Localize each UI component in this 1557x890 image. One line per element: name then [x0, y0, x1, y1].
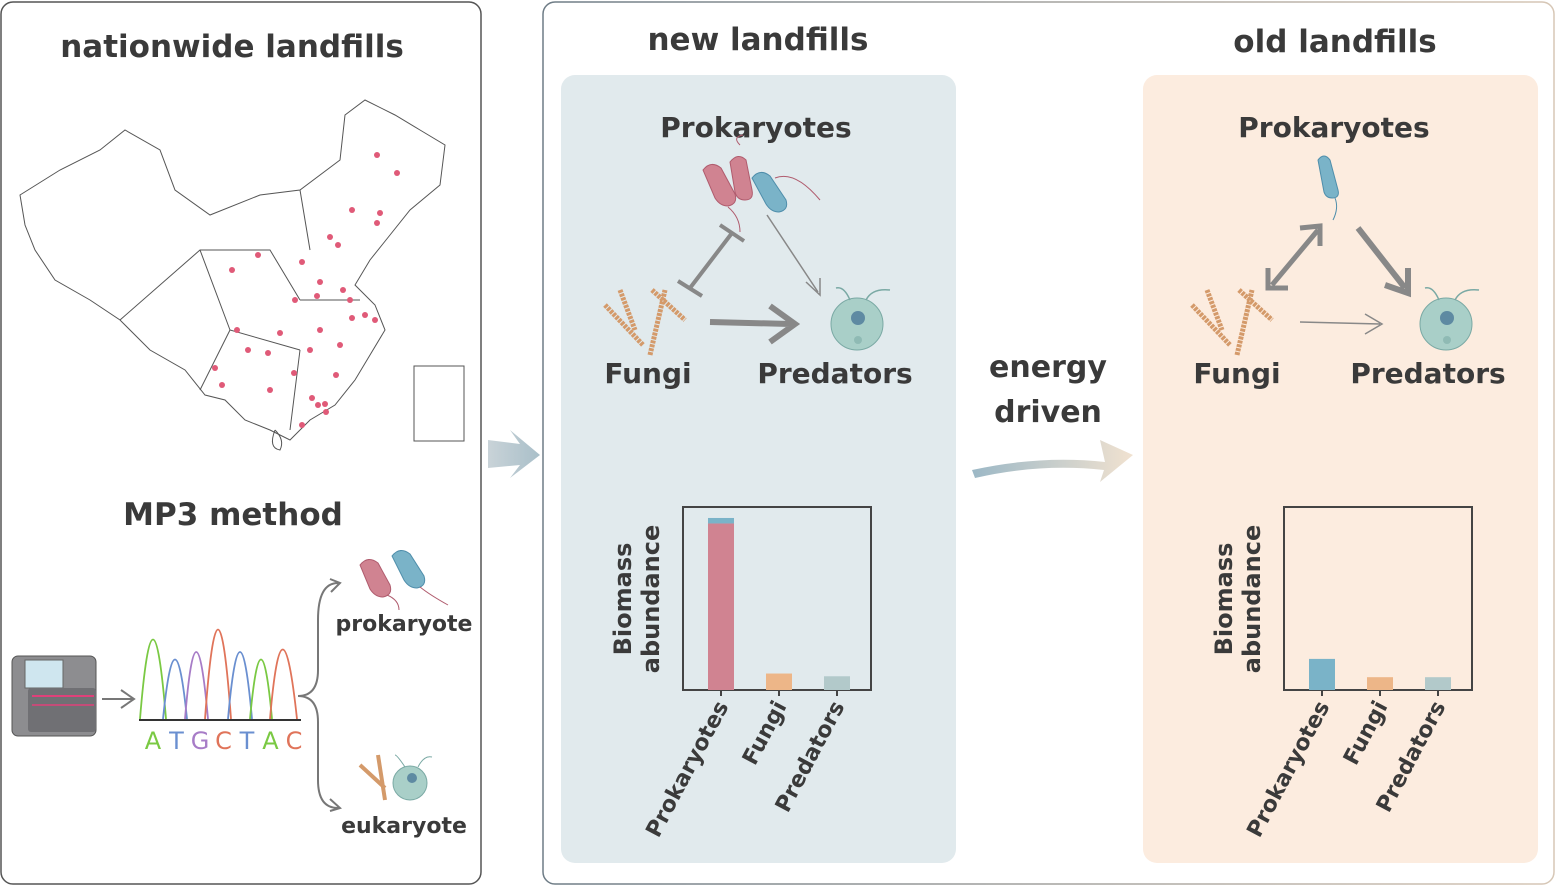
y-axis-label: abundance: [637, 525, 665, 674]
energy-driven-arrow: [972, 440, 1133, 482]
method-title: MP3 method: [123, 497, 343, 533]
new-landfills-title: new landfills: [647, 22, 868, 58]
energy-driven-line1: energy: [989, 350, 1107, 385]
fungi-icon: [603, 288, 687, 356]
landfill-site-dots: [212, 152, 400, 428]
old-landfills-panel: old landfills Prokaryotes Fungi Predator…: [1143, 24, 1538, 863]
bar-prokaryotes: [708, 523, 734, 690]
bar-predators: [824, 676, 850, 690]
arrow-icon: [102, 689, 136, 709]
old-landfills-title: old landfills: [1233, 24, 1436, 60]
sequence-letter: G: [191, 727, 210, 755]
fungi-label: Fungi: [604, 357, 691, 390]
bar-prokaryotes: [708, 517, 734, 524]
left-panel-title: nationwide landfills: [60, 29, 404, 65]
fungi-icon: [1190, 288, 1274, 356]
sequence-letter: A: [145, 727, 162, 755]
sequence-letter: C: [215, 727, 232, 755]
bar-fungi: [1367, 677, 1393, 690]
prokaryotes-label: Prokaryotes: [660, 111, 851, 144]
chromatogram-icon: [139, 628, 301, 721]
left-panel: nationwide landfills MP3 method: [0, 1, 482, 885]
predators-icon: [830, 287, 891, 351]
eukaryote-label: eukaryote: [341, 814, 467, 839]
arrow-left-to-new: [488, 430, 540, 478]
prokaryotes-icon: [702, 134, 821, 233]
y-axis-label: Biomass: [1210, 543, 1238, 656]
prokaryotes-icon: [1317, 155, 1339, 221]
bar-predators: [1425, 677, 1451, 690]
energy-driven-line2: driven: [994, 395, 1102, 430]
sequence-letter: C: [286, 727, 303, 755]
prokaryote-icon: [359, 550, 449, 611]
bar-fungi: [766, 673, 792, 690]
prokaryotes-to-predators-arrow: [766, 214, 821, 297]
fungi-to-predators-arrow: [1299, 313, 1384, 335]
sequence-letter: A: [262, 727, 279, 755]
prokaryote-label: prokaryote: [336, 612, 473, 637]
eukaryote-icon: [358, 754, 433, 801]
china-map: [19, 99, 465, 451]
fungi-label: Fungi: [1193, 357, 1280, 390]
bidirectional-arrow: [1265, 223, 1323, 291]
bracket-arrows-icon: [297, 578, 342, 812]
y-axis-label: abundance: [1238, 525, 1266, 674]
predators-label: Predators: [757, 357, 912, 390]
predators-label: Predators: [1350, 357, 1505, 390]
sequence-letter: T: [168, 727, 184, 755]
fungi-to-predators-arrow: [709, 303, 801, 345]
predators-icon: [1419, 287, 1480, 351]
prokaryotes-to-predators-arrow: [1355, 226, 1411, 298]
sequence-letter: T: [239, 727, 255, 755]
new-landfills-panel: new landfills Prokaryotes Fungi Predator…: [561, 22, 956, 863]
prokaryotes-label: Prokaryotes: [1238, 111, 1429, 144]
y-axis-label: Biomass: [609, 543, 637, 656]
sequencer-icon: [11, 655, 97, 737]
inhibition-arrow: [676, 223, 746, 298]
bar-prokaryotes: [1309, 658, 1335, 690]
